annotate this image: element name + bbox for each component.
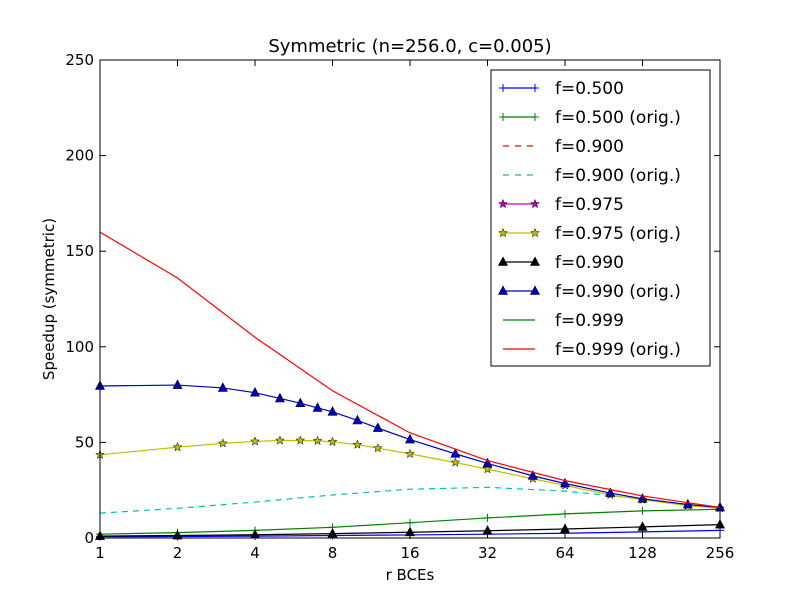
x-tick-label: 32 bbox=[478, 544, 497, 562]
legend-item: f=0.999 bbox=[503, 311, 624, 331]
y-tick-label: 50 bbox=[75, 433, 94, 451]
data-point bbox=[217, 438, 228, 448]
legend-item: f=0.900 (orig.) bbox=[503, 166, 681, 186]
data-point bbox=[637, 521, 648, 531]
legend-label: f=0.900 bbox=[555, 137, 624, 157]
data-point bbox=[372, 442, 383, 453]
legend-label: f=0.500 bbox=[555, 79, 624, 99]
legend-marker bbox=[498, 285, 508, 295]
legend-item: f=0.975 bbox=[498, 195, 624, 215]
y-tick-label: 250 bbox=[65, 51, 94, 69]
y-tick-label: 150 bbox=[65, 242, 94, 260]
data-point bbox=[682, 498, 693, 509]
data-point bbox=[295, 397, 306, 408]
x-tick-label: 1 bbox=[95, 544, 105, 562]
data-point bbox=[560, 477, 570, 488]
x-tick-label: 4 bbox=[250, 544, 260, 562]
data-point bbox=[561, 509, 569, 518]
legend-item: f=0.500 bbox=[499, 79, 624, 99]
legend-marker bbox=[498, 198, 508, 209]
data-point bbox=[250, 387, 260, 397]
data-point bbox=[274, 435, 285, 445]
data-point bbox=[250, 436, 260, 446]
data-point bbox=[312, 402, 323, 412]
data-point bbox=[327, 436, 338, 447]
legend-label: f=0.999 (orig.) bbox=[555, 340, 681, 360]
legend-marker bbox=[530, 285, 540, 295]
data-point bbox=[637, 493, 648, 503]
data-point bbox=[405, 433, 415, 444]
series-9 bbox=[99, 231, 721, 509]
chart-title: Symmetric (n=256.0, c=0.005) bbox=[268, 36, 551, 57]
legend-label: f=0.990 (orig.) bbox=[555, 282, 681, 302]
legend-item: f=0.999 (orig.) bbox=[503, 340, 681, 360]
legend-item: f=0.500 (orig.) bbox=[499, 108, 681, 128]
series-7 bbox=[95, 379, 725, 512]
legend-label: f=0.990 bbox=[555, 253, 624, 273]
data-point bbox=[172, 379, 183, 389]
data-point bbox=[527, 470, 538, 480]
data-point bbox=[605, 487, 616, 497]
data-point bbox=[406, 518, 414, 527]
data-point bbox=[405, 448, 415, 459]
legend-marker bbox=[530, 256, 540, 266]
data-point bbox=[352, 439, 363, 449]
data-point bbox=[327, 406, 338, 416]
y-axis-label: Speedup (symmetric) bbox=[40, 218, 58, 380]
legend-item: f=0.975 (orig.) bbox=[498, 224, 681, 244]
legend-marker bbox=[498, 256, 508, 266]
data-point bbox=[638, 506, 647, 515]
x-tick-label: 16 bbox=[400, 544, 419, 562]
legend-label: f=0.500 (orig.) bbox=[555, 108, 681, 128]
legend-marker bbox=[530, 227, 540, 238]
data-point bbox=[295, 435, 306, 445]
legend-item: f=0.990 bbox=[498, 253, 624, 273]
x-tick-label: 128 bbox=[628, 544, 657, 562]
legend-label: f=0.900 (orig.) bbox=[555, 166, 681, 186]
legend-marker bbox=[531, 84, 539, 92]
x-axis-label: r BCEs bbox=[386, 566, 435, 584]
data-point bbox=[274, 392, 285, 403]
y-ticks: 0 50 100 150 200 250 bbox=[65, 51, 720, 547]
legend-marker bbox=[499, 113, 507, 121]
y-tick-label: 100 bbox=[65, 338, 94, 356]
legend-label: f=0.999 bbox=[555, 311, 624, 331]
legend-frame bbox=[490, 69, 711, 367]
y-tick-label: 0 bbox=[84, 529, 94, 547]
data-point bbox=[450, 448, 461, 458]
legend-item: f=0.990 (orig.) bbox=[498, 282, 681, 302]
legend-marker bbox=[530, 198, 540, 209]
legend-label: f=0.975 (orig.) bbox=[555, 224, 681, 244]
series-layer bbox=[95, 231, 725, 541]
data-point bbox=[217, 382, 228, 392]
data-point bbox=[312, 435, 323, 446]
data-point bbox=[482, 463, 493, 474]
y-tick-label: 200 bbox=[65, 147, 94, 165]
x-tick-label: 8 bbox=[328, 544, 338, 562]
x-tick-label: 64 bbox=[555, 544, 574, 562]
data-point bbox=[450, 457, 461, 467]
data-point bbox=[483, 513, 492, 522]
x-ticks: 1 2 4 8 16 32 64 128 256 bbox=[95, 60, 734, 562]
legend-marker bbox=[499, 84, 507, 92]
x-tick-label: 2 bbox=[173, 544, 183, 562]
legend-marker bbox=[498, 227, 508, 238]
data-point bbox=[352, 414, 363, 425]
legend-item: f=0.900 bbox=[503, 137, 624, 157]
legend-label: f=0.975 bbox=[555, 195, 624, 215]
data-point bbox=[172, 441, 183, 452]
legend-marker bbox=[531, 113, 539, 121]
legend: f=0.500 f=0.500 (orig.) f=0.900 f=0.900 (or… bbox=[490, 69, 711, 367]
x-tick-label: 256 bbox=[706, 544, 735, 562]
data-point bbox=[482, 457, 493, 468]
series-line bbox=[99, 231, 721, 509]
data-point bbox=[372, 422, 383, 432]
